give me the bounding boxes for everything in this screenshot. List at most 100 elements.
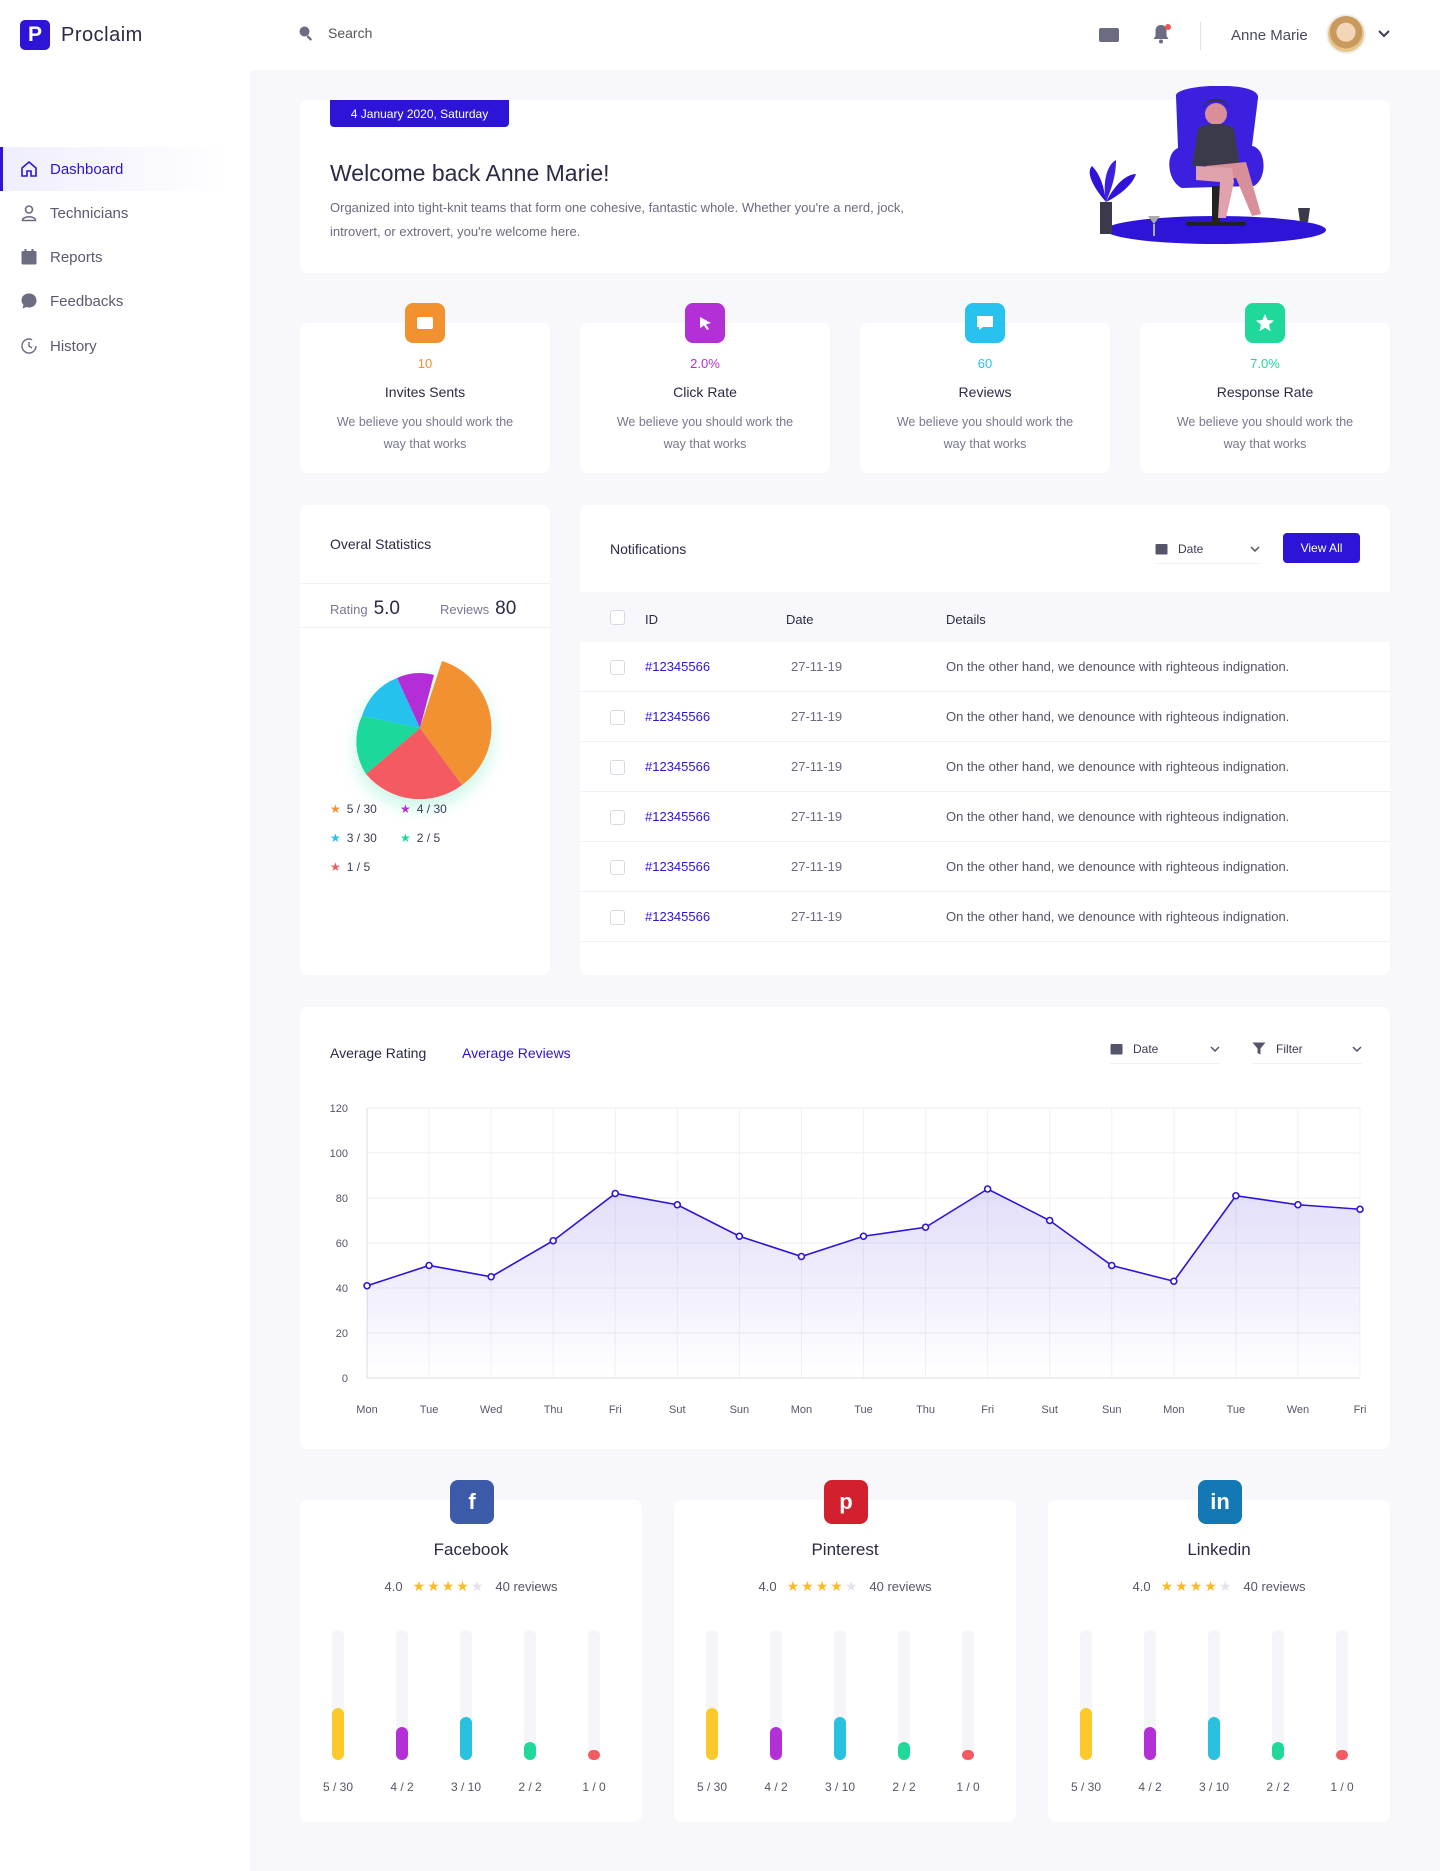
stat-value: 60: [977, 356, 993, 371]
sidebar-item-dashboard[interactable]: Dashboard: [0, 147, 230, 191]
rating-bar-fill: [1272, 1742, 1284, 1760]
y-tick-label: 60: [336, 1238, 348, 1250]
x-tick-label: Thu: [544, 1404, 563, 1416]
star-icon: ★: [330, 860, 341, 874]
stat-label: Invites Sents: [384, 384, 466, 400]
row-checkbox[interactable]: [610, 760, 625, 775]
logo[interactable]: P Proclaim: [20, 20, 143, 50]
rating-bar-fill: [588, 1750, 600, 1760]
star-badge-icon: [1245, 303, 1285, 343]
notification-id[interactable]: #12345566: [645, 909, 711, 924]
rating-value: 5.0: [373, 598, 400, 619]
bar-label: 2 / 2: [1266, 1780, 1290, 1794]
date-dropdown[interactable]: Date: [1155, 534, 1260, 564]
pinterest-icon[interactable]: p: [824, 1480, 868, 1524]
facebook-icon[interactable]: f: [450, 1480, 494, 1524]
table-row[interactable]: #12345566 27-11-19 On the other hand, we d…: [580, 892, 1390, 942]
tab-average-rating[interactable]: Average Rating: [330, 1045, 427, 1061]
legend-item: ★ 1 / 5: [330, 860, 370, 874]
row-checkbox[interactable]: [610, 860, 625, 875]
data-point: [1045, 1216, 1054, 1225]
rating-bar-fill: [332, 1708, 344, 1760]
search-input[interactable]: [328, 25, 528, 41]
sidebar-item-feedbacks[interactable]: Feedbacks: [0, 279, 230, 323]
select-all-checkbox[interactable]: [610, 610, 625, 625]
x-tick-label: Sun: [730, 1404, 750, 1416]
legend-label: 3 / 30: [346, 831, 377, 845]
table-row[interactable]: #12345566 27-11-19 On the other hand, we d…: [580, 792, 1390, 842]
user-name[interactable]: Anne Marie: [1231, 27, 1308, 44]
x-tick-label: Sut: [1041, 1404, 1058, 1416]
mail-icon: [405, 303, 445, 343]
chevron-down-icon[interactable]: [1378, 30, 1390, 38]
stat-value: 2.0%: [690, 356, 720, 371]
column-header: Details: [946, 612, 986, 627]
table-row[interactable]: #12345566 27-11-19 On the other hand, we d…: [580, 692, 1390, 742]
mail-icon[interactable]: [1099, 28, 1119, 42]
rating-bar-fill: [1144, 1727, 1156, 1760]
data-point: [1107, 1261, 1116, 1270]
sidebar-item-history[interactable]: History: [0, 324, 230, 368]
row-checkbox[interactable]: [610, 910, 625, 925]
pie-slice-4: [397, 673, 434, 728]
search-bar: [298, 25, 528, 41]
view-all-button[interactable]: View All: [1283, 533, 1360, 563]
star-icon: ★: [412, 1578, 428, 1594]
pie-slice-1: [366, 728, 462, 800]
bell-icon[interactable]: [1152, 24, 1170, 44]
row-divider: [580, 741, 1390, 742]
table-row[interactable]: #12345566 27-11-19 On the other hand, we d…: [580, 742, 1390, 792]
star-icon: ★: [441, 1578, 457, 1594]
table-row[interactable]: #12345566 27-11-19 On the other hand, we d…: [580, 842, 1390, 892]
data-point: [1170, 1277, 1178, 1286]
star-icon: ★: [330, 831, 341, 845]
social-name: Pinterest: [811, 1540, 879, 1559]
notification-id[interactable]: #12345566: [645, 709, 711, 724]
linkedin-icon[interactable]: in: [1198, 1480, 1242, 1524]
sidebar-item-label: Dashboard: [50, 160, 124, 178]
column-header: ID: [645, 612, 658, 627]
pie-slice-3: [362, 678, 420, 728]
bar-label: 2 / 2: [892, 1780, 916, 1794]
chat-icon: [21, 293, 37, 309]
notification-details: On the other hand, we denounce with righ…: [946, 809, 1290, 824]
rating-bar-fill: [834, 1717, 846, 1760]
star-icon: ★: [456, 1578, 471, 1594]
filter-dropdown[interactable]: Filter: [1252, 1034, 1362, 1064]
avatar[interactable]: [1326, 14, 1366, 54]
x-tick-label: Fri: [609, 1404, 622, 1416]
bar-label: 1 / 0: [1330, 1780, 1354, 1794]
sidebar-item-technicians[interactable]: Technicians: [0, 191, 230, 235]
row-checkbox[interactable]: [610, 660, 625, 675]
bar-label: 1 / 0: [956, 1780, 980, 1794]
dropdown-label: Date: [1178, 541, 1204, 556]
notification-id[interactable]: #12345566: [645, 759, 711, 774]
sidebar-item-label: Reports: [50, 248, 103, 266]
notification-id[interactable]: #12345566: [645, 659, 711, 674]
row-checkbox[interactable]: [610, 710, 625, 725]
tab-average-reviews[interactable]: Average Reviews: [462, 1045, 571, 1061]
y-tick-label: 40: [336, 1283, 348, 1295]
bar-label: 5 / 30: [322, 1780, 354, 1794]
data-point: [859, 1232, 868, 1241]
rating-bar: [1272, 1630, 1284, 1760]
notification-id[interactable]: #12345566: [645, 809, 711, 824]
star-rating: ★★★★★: [413, 1578, 486, 1595]
date-dropdown[interactable]: Date: [1110, 1034, 1220, 1064]
row-divider: [580, 941, 1390, 942]
table-row[interactable]: #12345566 27-11-19 On the other hand, we d…: [580, 642, 1390, 692]
data-point: [1294, 1200, 1302, 1209]
row-checkbox[interactable]: [610, 810, 625, 825]
notification-date: 27-11-19: [791, 809, 843, 824]
review-count: 40 reviews: [869, 1579, 932, 1594]
rating-bar: [460, 1630, 472, 1760]
notification-id[interactable]: #12345566: [645, 859, 711, 874]
stat-value: 7.0%: [1250, 356, 1280, 371]
rating-bar-fill: [460, 1717, 472, 1760]
x-tick-label: Fri: [1354, 1404, 1367, 1416]
data-point: [425, 1261, 433, 1270]
notification-dot: [1165, 24, 1171, 30]
sidebar-item-reports[interactable]: Reports: [0, 235, 230, 279]
legend-label: 5 / 30: [346, 802, 377, 816]
